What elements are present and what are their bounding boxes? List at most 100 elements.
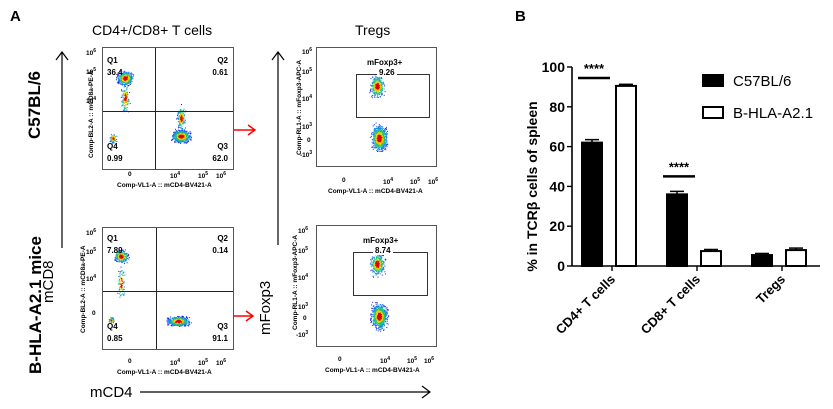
x-tick-1e4: 104 — [383, 177, 394, 187]
x-tick-1e4: 104 — [380, 356, 391, 366]
x-tick-0: 0 — [128, 358, 132, 365]
horizontal-gate-line — [103, 291, 233, 292]
quadrant-q4-value: 0.99 — [107, 154, 123, 163]
legend-label: B-HLA-A2.1 — [733, 105, 813, 122]
y-tick-1e5: 105 — [302, 67, 313, 77]
scatter-density-treg2 — [369, 252, 390, 332]
quadrant-q2-name: Q2 — [217, 234, 228, 243]
y-axis-title: % in TCRβ cells of spleen — [524, 101, 540, 271]
panel-a-label: A — [10, 8, 21, 25]
quadrant-q4-name: Q4 — [107, 142, 118, 151]
bar-c57bl-6 — [581, 141, 603, 267]
bar-c57bl-6 — [666, 193, 688, 267]
y-tick-1e6: 106 — [86, 48, 97, 58]
quadrant-q2-name: Q2 — [217, 56, 228, 65]
quadrant-q3-value: 62.0 — [212, 154, 228, 163]
y-tick-label: 40 — [549, 178, 565, 194]
panel-b-label: B — [515, 8, 526, 25]
bar-c57bl-6 — [751, 254, 773, 267]
x-tick-1e4: 104 — [170, 171, 181, 181]
treg-plot-c57bl6: mFoxp3+ 9.26 — [316, 47, 437, 167]
flow-x-label-2: Comp-VL1-A :: mCD4-BV421-A — [117, 369, 212, 376]
treg-plot-b-hla: mFoxp3+ 8.74 — [316, 225, 437, 347]
x-tick-1e6: 106 — [216, 171, 227, 181]
legend-swatch — [702, 106, 724, 119]
quadrant-plot-c57bl6: Q1 36.4 Q2 0.61 Q3 62.0 Q4 0.99 — [102, 47, 234, 170]
y-axis-arrow-left — [55, 51, 69, 248]
y-tick-1e4: 104 — [86, 274, 97, 284]
x-axis-label-mcd4: mCD4 — [90, 384, 133, 401]
legend-label: C57BL/6 — [733, 73, 791, 90]
quadrant-q2-value: 0.14 — [212, 246, 228, 255]
bar-b-hla-a2-1 — [700, 250, 722, 267]
x-tick-1e6: 106 — [216, 358, 227, 368]
quadrant-q1-name: Q1 — [107, 234, 118, 243]
x-tick-0: 0 — [338, 356, 342, 363]
scatter-density-treg1 — [369, 72, 389, 152]
quadrant-q1-value: 36.4 — [107, 68, 123, 77]
x-tick-label: CD8+ T cells — [638, 272, 704, 338]
y-tick-label: 60 — [549, 139, 565, 155]
gate-value: 9.26 — [377, 68, 397, 77]
quadrant-q1-value: 7.89 — [107, 246, 123, 255]
quadrant-q2-value: 0.61 — [212, 68, 228, 77]
x-tick-1e6: 106 — [424, 356, 435, 366]
y-tick-0: 0 — [307, 137, 311, 144]
y-tick-label: 20 — [549, 218, 565, 234]
y-tick-1e5: 105 — [86, 247, 97, 257]
x-tick-label: CD4+ T cells — [553, 272, 619, 338]
x-tick-1e5: 105 — [410, 177, 421, 187]
gate-name: mFoxp3+ — [363, 236, 399, 245]
bar-b-hla-a2-1 — [785, 249, 807, 268]
y-tick-1e6: 106 — [302, 47, 313, 57]
x-tick-0: 0 — [128, 171, 132, 178]
y-tick-label: 100 — [542, 59, 566, 75]
quadrant-q3-name: Q3 — [217, 142, 228, 151]
y-tick-1e6: 106 — [86, 228, 97, 238]
x-tick-label: Tregs — [753, 272, 788, 307]
y-tick-1e6: 106 — [298, 226, 309, 236]
y-tick-1e3: 103 — [302, 122, 313, 132]
quadrant-q3-name: Q3 — [217, 322, 228, 331]
x-tick-1e6: 106 — [428, 177, 439, 187]
scatter-density-q2 — [108, 249, 192, 327]
bar-b-hla-a2-1 — [615, 84, 637, 267]
column-title-tregs: Tregs — [355, 22, 391, 38]
significance-label: **** — [584, 61, 605, 76]
x-tick-1e5: 105 — [198, 171, 209, 181]
quadrant-plot-b-hla: Q1 7.89 Q2 0.14 Q3 91.1 Q4 0.85 — [102, 227, 234, 350]
vertical-gate-line — [155, 48, 156, 169]
gate-name: mFoxp3+ — [367, 58, 403, 67]
y-tick-neg1e3: -103 — [296, 330, 309, 340]
legend-swatch — [702, 74, 724, 87]
y-axis-arrow-right — [271, 51, 285, 245]
x-tick-1e5: 105 — [407, 356, 418, 366]
quadrant-q1-name: Q1 — [107, 56, 118, 65]
gate-value: 8.74 — [373, 246, 393, 255]
quadrant-q3-value: 91.1 — [212, 334, 228, 343]
x-tick-1e4: 104 — [170, 358, 181, 368]
y-tick-1e4: 104 — [298, 273, 309, 283]
y-tick-0: 0 — [92, 310, 96, 317]
significance-label: **** — [669, 159, 690, 174]
vertical-gate-line — [156, 228, 157, 349]
y-tick-label: 80 — [549, 99, 565, 115]
flow-x-label-3: Comp-VL1-A :: mCD4-BV421-A — [328, 188, 423, 195]
column-title-cd4-cd8: CD4+/CD8+ T cells — [92, 22, 213, 38]
y-tick-1e5: 105 — [298, 246, 309, 256]
scatter-density-q1 — [109, 70, 192, 144]
quadrant-q4-name: Q4 — [107, 322, 118, 331]
y-tick-1e4: 104 — [86, 96, 97, 106]
y-tick-1e5: 105 — [86, 67, 97, 77]
y-tick-1e4: 104 — [302, 94, 313, 104]
flow-x-label-4: Comp-VL1-A :: mCD4-BV421-A — [325, 367, 420, 374]
y-tick-1e3: 103 — [298, 302, 309, 312]
quadrant-q4-value: 0.85 — [107, 334, 123, 343]
y-tick-label: 0 — [557, 258, 565, 274]
x-tick-1e5: 105 — [198, 358, 209, 368]
x-axis-arrow — [140, 385, 431, 399]
flow-x-label-1: Comp-VL1-A :: mCD4-BV421-A — [117, 182, 212, 189]
y-tick-neg1e3: -103 — [300, 150, 313, 160]
x-tick-0: 0 — [342, 177, 346, 184]
